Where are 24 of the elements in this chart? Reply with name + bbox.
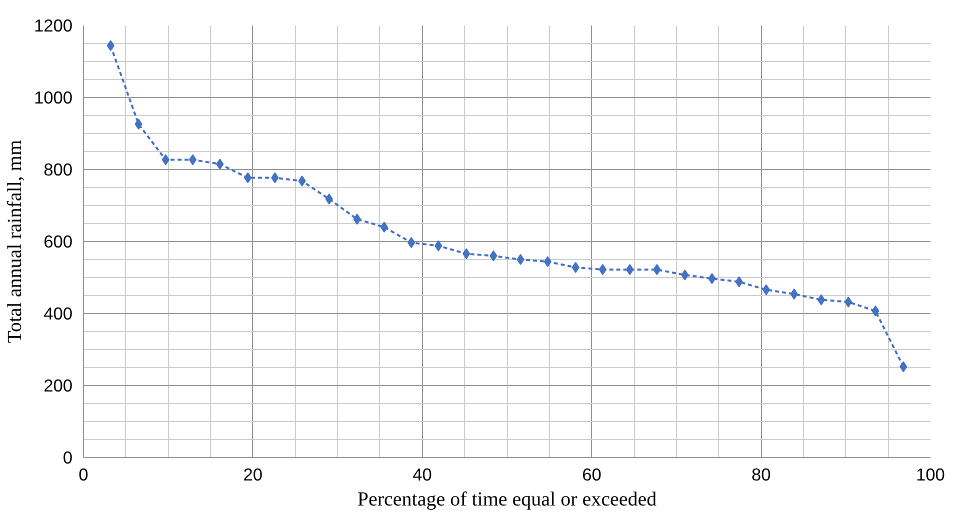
x-tick-label: 40	[412, 464, 432, 484]
y-axis-title: Total annual rainfall, mm	[4, 140, 26, 343]
y-tick-label: 1200	[34, 16, 73, 36]
x-tick-label: 20	[243, 464, 263, 484]
point	[762, 284, 770, 296]
x-tick-label: 0	[78, 464, 88, 484]
x-tick-label: 100	[916, 464, 945, 484]
y-tick-label: 200	[44, 376, 73, 396]
x-axis-title: Percentage of time equal or exceeded	[357, 488, 657, 510]
point	[188, 154, 197, 166]
point	[598, 264, 607, 276]
y-tick-label: 800	[44, 160, 73, 180]
point	[817, 294, 826, 306]
y-tick-label: 600	[44, 232, 73, 252]
y-tick-label: 1000	[34, 88, 73, 108]
point	[516, 254, 524, 265]
x-tick-label: 80	[751, 464, 771, 484]
y-tick-label: 0	[62, 448, 73, 468]
x-tick-label: 60	[582, 464, 602, 484]
y-tick-label: 400	[44, 304, 73, 324]
point	[380, 222, 388, 233]
point	[407, 237, 416, 248]
point	[626, 264, 634, 276]
point	[244, 172, 252, 184]
